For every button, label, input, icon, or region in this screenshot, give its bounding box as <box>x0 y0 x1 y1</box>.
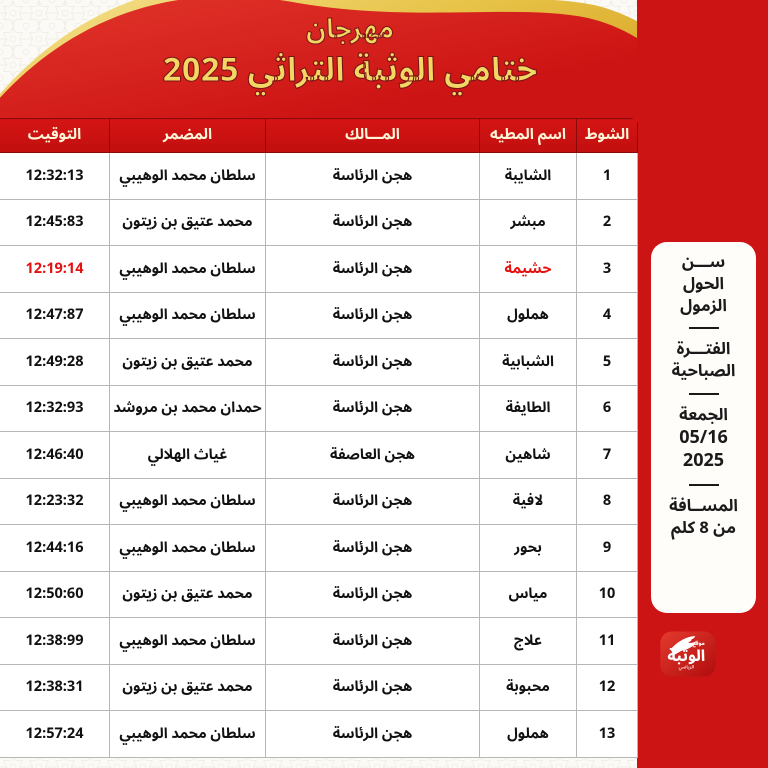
svg-text:الرياضي: الرياضي <box>679 664 694 673</box>
